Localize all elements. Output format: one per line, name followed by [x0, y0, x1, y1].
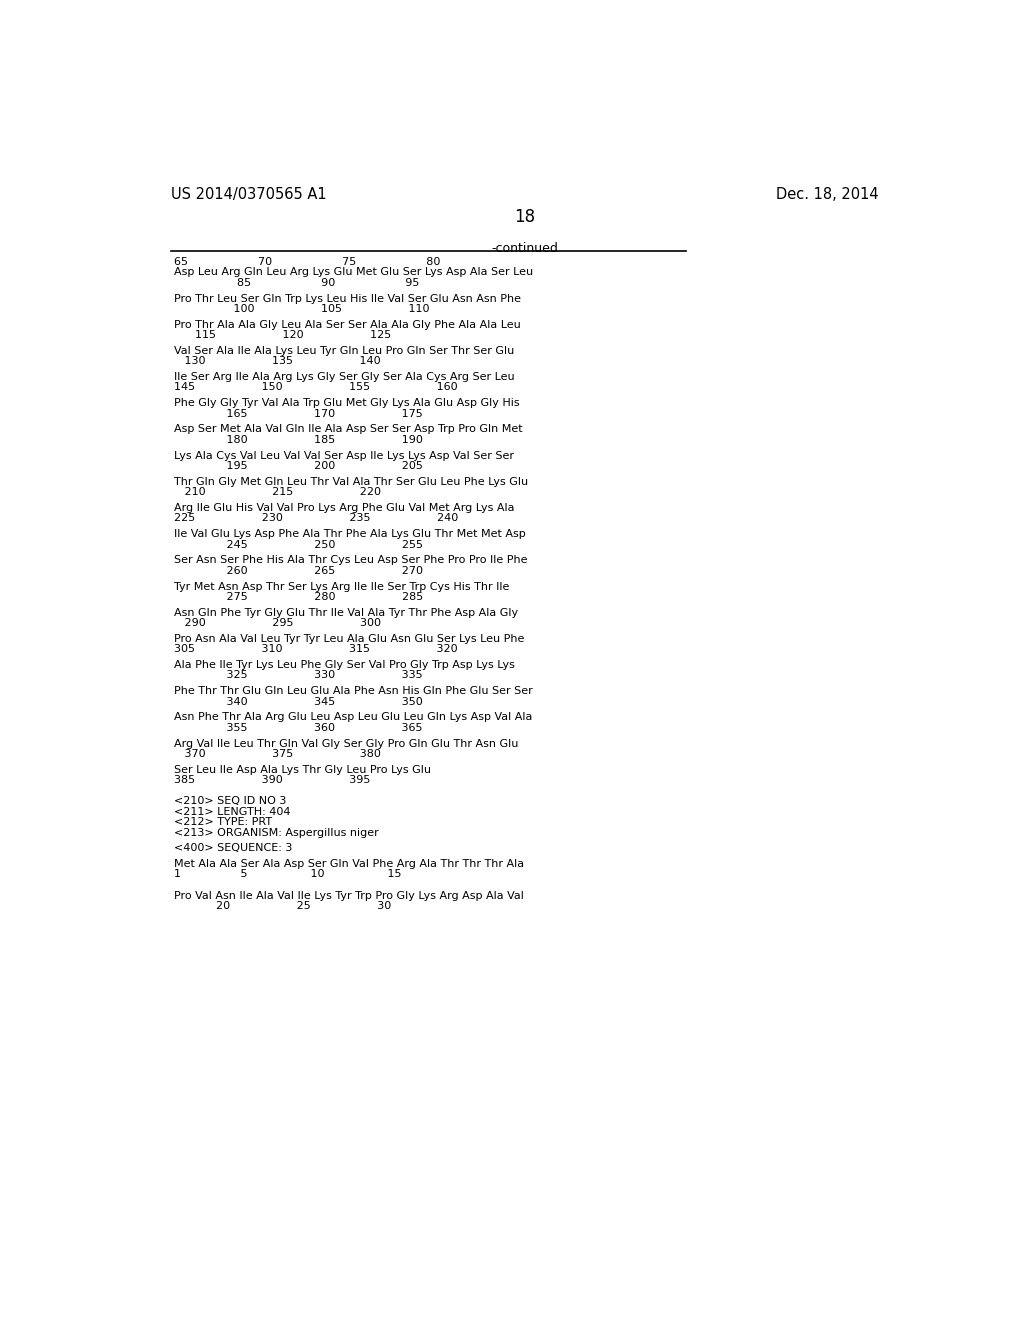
Text: 325                   330                   335: 325 330 335 [174, 671, 423, 680]
Text: Dec. 18, 2014: Dec. 18, 2014 [776, 187, 879, 202]
Text: Ile Val Glu Lys Asp Phe Ala Thr Phe Ala Lys Glu Thr Met Met Asp: Ile Val Glu Lys Asp Phe Ala Thr Phe Ala … [174, 529, 526, 539]
Text: 245                   250                   255: 245 250 255 [174, 540, 424, 549]
Text: 130                   135                   140: 130 135 140 [174, 356, 381, 366]
Text: 290                   295                   300: 290 295 300 [174, 618, 382, 628]
Text: 275                   280                   285: 275 280 285 [174, 591, 424, 602]
Text: 210                   215                   220: 210 215 220 [174, 487, 382, 498]
Text: Pro Asn Ala Val Leu Tyr Tyr Leu Ala Glu Asn Glu Ser Lys Leu Phe: Pro Asn Ala Val Leu Tyr Tyr Leu Ala Glu … [174, 634, 525, 644]
Text: 195                   200                   205: 195 200 205 [174, 461, 423, 471]
Text: Ile Ser Arg Ile Ala Arg Lys Gly Ser Gly Ser Ala Cys Arg Ser Leu: Ile Ser Arg Ile Ala Arg Lys Gly Ser Gly … [174, 372, 515, 381]
Text: Asn Gln Phe Tyr Gly Glu Thr Ile Val Ala Tyr Thr Phe Asp Ala Gly: Asn Gln Phe Tyr Gly Glu Thr Ile Val Ala … [174, 607, 518, 618]
Text: Arg Val Ile Leu Thr Gln Val Gly Ser Gly Pro Gln Glu Thr Asn Glu: Arg Val Ile Leu Thr Gln Val Gly Ser Gly … [174, 739, 519, 748]
Text: Phe Thr Thr Glu Gln Leu Glu Ala Phe Asn His Gln Phe Glu Ser Ser: Phe Thr Thr Glu Gln Leu Glu Ala Phe Asn … [174, 686, 534, 696]
Text: 18: 18 [514, 209, 536, 227]
Text: Ala Phe Ile Tyr Lys Leu Phe Gly Ser Val Pro Gly Trp Asp Lys Lys: Ala Phe Ile Tyr Lys Leu Phe Gly Ser Val … [174, 660, 515, 671]
Text: 165                   170                   175: 165 170 175 [174, 409, 423, 418]
Text: US 2014/0370565 A1: US 2014/0370565 A1 [171, 187, 327, 202]
Text: Pro Thr Ala Ala Gly Leu Ala Ser Ser Ala Ala Gly Phe Ala Ala Leu: Pro Thr Ala Ala Gly Leu Ala Ser Ser Ala … [174, 319, 521, 330]
Text: -continued: -continued [492, 242, 558, 255]
Text: Ser Leu Ile Asp Ala Lys Thr Gly Leu Pro Lys Glu: Ser Leu Ile Asp Ala Lys Thr Gly Leu Pro … [174, 764, 431, 775]
Text: Tyr Met Asn Asp Thr Ser Lys Arg Ile Ile Ser Trp Cys His Thr Ile: Tyr Met Asn Asp Thr Ser Lys Arg Ile Ile … [174, 582, 510, 591]
Text: 100                   105                   110: 100 105 110 [174, 304, 430, 314]
Text: 355                   360                   365: 355 360 365 [174, 723, 423, 733]
Text: Val Ser Ala Ile Ala Lys Leu Tyr Gln Leu Pro Gln Ser Thr Ser Glu: Val Ser Ala Ile Ala Lys Leu Tyr Gln Leu … [174, 346, 515, 356]
Text: Arg Ile Glu His Val Val Pro Lys Arg Phe Glu Val Met Arg Lys Ala: Arg Ile Glu His Val Val Pro Lys Arg Phe … [174, 503, 515, 513]
Text: Pro Thr Leu Ser Gln Trp Lys Leu His Ile Val Ser Glu Asn Asn Phe: Pro Thr Leu Ser Gln Trp Lys Leu His Ile … [174, 293, 521, 304]
Text: Ser Asn Ser Phe His Ala Thr Cys Leu Asp Ser Phe Pro Pro Ile Phe: Ser Asn Ser Phe His Ala Thr Cys Leu Asp … [174, 556, 528, 565]
Text: <210> SEQ ID NO 3: <210> SEQ ID NO 3 [174, 796, 287, 807]
Text: Thr Gln Gly Met Gln Leu Thr Val Ala Thr Ser Glu Leu Phe Lys Glu: Thr Gln Gly Met Gln Leu Thr Val Ala Thr … [174, 477, 528, 487]
Text: Met Ala Ala Ser Ala Asp Ser Gln Val Phe Arg Ala Thr Thr Thr Ala: Met Ala Ala Ser Ala Asp Ser Gln Val Phe … [174, 859, 524, 869]
Text: 145                   150                   155                   160: 145 150 155 160 [174, 383, 458, 392]
Text: Lys Ala Cys Val Leu Val Val Ser Asp Ile Lys Lys Asp Val Ser Ser: Lys Ala Cys Val Leu Val Val Ser Asp Ile … [174, 450, 514, 461]
Text: 305                   310                   315                   320: 305 310 315 320 [174, 644, 458, 655]
Text: 340                   345                   350: 340 345 350 [174, 697, 423, 706]
Text: Asp Leu Arg Gln Leu Arg Lys Glu Met Glu Ser Lys Asp Ala Ser Leu: Asp Leu Arg Gln Leu Arg Lys Glu Met Glu … [174, 268, 534, 277]
Text: 385                   390                   395: 385 390 395 [174, 775, 371, 785]
Text: Phe Gly Gly Tyr Val Ala Trp Glu Met Gly Lys Ala Glu Asp Gly His: Phe Gly Gly Tyr Val Ala Trp Glu Met Gly … [174, 399, 520, 408]
Text: 370                   375                   380: 370 375 380 [174, 748, 381, 759]
Text: 85                    90                    95: 85 90 95 [174, 277, 420, 288]
Text: 65                    70                    75                    80: 65 70 75 80 [174, 257, 441, 267]
Text: 115                   120                   125: 115 120 125 [174, 330, 392, 341]
Text: Asn Phe Thr Ala Arg Glu Leu Asp Leu Glu Leu Gln Lys Asp Val Ala: Asn Phe Thr Ala Arg Glu Leu Asp Leu Glu … [174, 713, 532, 722]
Text: 1                 5                  10                  15: 1 5 10 15 [174, 870, 402, 879]
Text: 20                   25                   30: 20 25 30 [174, 902, 392, 911]
Text: <211> LENGTH: 404: <211> LENGTH: 404 [174, 807, 291, 817]
Text: <400> SEQUENCE: 3: <400> SEQUENCE: 3 [174, 843, 293, 853]
Text: <212> TYPE: PRT: <212> TYPE: PRT [174, 817, 272, 828]
Text: 225                   230                   235                   240: 225 230 235 240 [174, 513, 459, 523]
Text: 180                   185                   190: 180 185 190 [174, 434, 423, 445]
Text: Pro Val Asn Ile Ala Val Ile Lys Tyr Trp Pro Gly Lys Arg Asp Ala Val: Pro Val Asn Ile Ala Val Ile Lys Tyr Trp … [174, 891, 524, 900]
Text: Asp Ser Met Ala Val Gln Ile Ala Asp Ser Ser Asp Trp Pro Gln Met: Asp Ser Met Ala Val Gln Ile Ala Asp Ser … [174, 425, 523, 434]
Text: <213> ORGANISM: Aspergillus niger: <213> ORGANISM: Aspergillus niger [174, 828, 379, 837]
Text: 260                   265                   270: 260 265 270 [174, 566, 424, 576]
